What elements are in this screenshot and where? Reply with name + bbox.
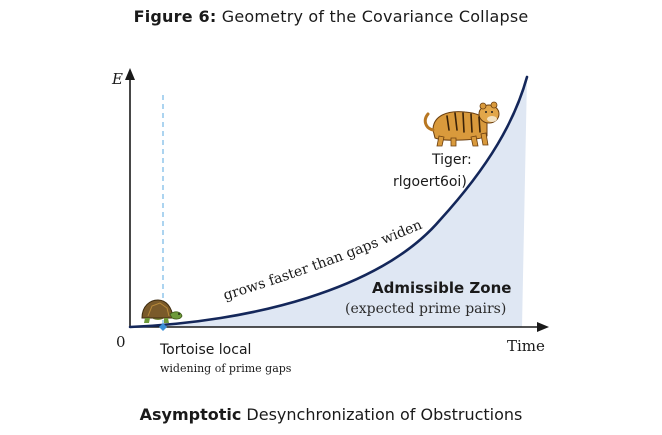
growth-curve bbox=[128, 75, 529, 329]
admissible-zone-area bbox=[130, 77, 527, 327]
figure-caption: Asymptotic Desynchronization of Obstruct… bbox=[0, 405, 662, 424]
x-axis-label: Time bbox=[507, 337, 545, 355]
y-axis-label: E bbox=[111, 70, 123, 88]
tiger-icon bbox=[423, 101, 500, 147]
tortoise-sub-label: widening of prime gaps bbox=[160, 362, 292, 375]
x-axis-arrow bbox=[537, 322, 549, 332]
figure-title: Figure 6: Geometry of the Covariance Col… bbox=[0, 7, 662, 26]
caption-text: Desynchronization of Obstructions bbox=[241, 405, 523, 424]
origin-label: 0 bbox=[116, 333, 126, 351]
zone-subtitle: (expected prime pairs) bbox=[345, 301, 506, 317]
zone-title: Admissible Zone bbox=[372, 279, 511, 297]
figure-number: Figure 6: bbox=[133, 7, 217, 26]
tortoise-label: Tortoise local bbox=[159, 342, 251, 358]
tortoise-marker bbox=[159, 323, 167, 331]
tortoise-icon bbox=[141, 299, 183, 323]
y-axis-arrow bbox=[125, 68, 135, 80]
tiger-label: Tiger: bbox=[431, 152, 472, 168]
tiger-formula: rlgoert6oi) bbox=[393, 174, 467, 190]
figure-title-text: Geometry of the Covariance Collapse bbox=[216, 7, 529, 26]
caption-bold: Asymptotic bbox=[139, 405, 242, 424]
